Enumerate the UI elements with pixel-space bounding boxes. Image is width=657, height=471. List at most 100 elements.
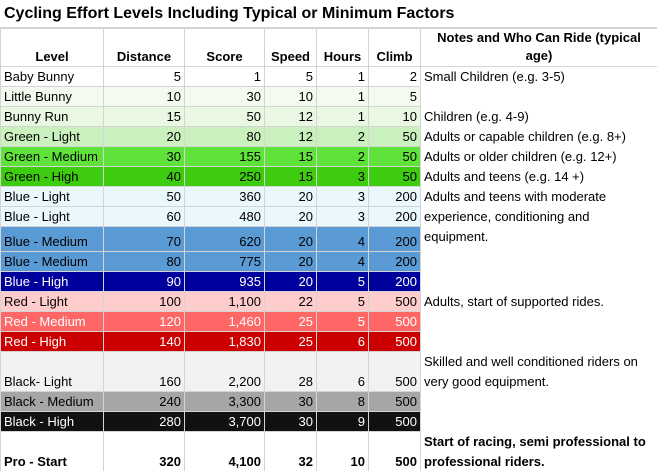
- notes-cell: Adults or capable children (e.g. 8+): [420, 126, 657, 147]
- level-cell: Blue - High: [0, 271, 104, 292]
- level-cell: Blue - Light: [0, 186, 104, 207]
- score-cell: 360: [184, 186, 265, 207]
- climb-cell: 200: [368, 186, 421, 207]
- distance-cell: 320: [103, 431, 185, 471]
- column-header: Climb: [368, 28, 421, 67]
- table-row: Green - High 40 250 15 3 50 Adults and teens (…: [0, 166, 657, 187]
- notes-text: Small Children (e.g. 3-5): [424, 69, 565, 84]
- climb-cell: 200: [368, 206, 421, 227]
- table-row: Black - Medium 240 3,300 30 8 500: [0, 391, 657, 412]
- table-row: Bunny Run 15 50 12 1 10 Children (e.g. 4-9): [0, 106, 657, 127]
- column-header: Level: [0, 28, 104, 67]
- notes-text: Adults, start of supported rides.: [424, 293, 604, 309]
- score-cell: 1,100: [184, 291, 265, 312]
- notes-text: Children (e.g. 4-9): [424, 108, 529, 124]
- table-row: Black - High 280 3,700 30 9 500: [0, 411, 657, 432]
- notes-cell: [420, 391, 657, 412]
- climb-cell: 500: [368, 391, 421, 412]
- hours-cell: 1: [316, 86, 369, 107]
- climb-cell: 200: [368, 226, 421, 252]
- level-cell: Pro - Start: [0, 431, 104, 471]
- climb-cell: 500: [368, 431, 421, 471]
- score-cell: 4,100: [184, 431, 265, 471]
- distance-cell: 120: [103, 311, 185, 332]
- notes-cell: Skilled and well conditioned riders on v…: [420, 351, 657, 392]
- level-cell: Red - Medium: [0, 311, 104, 332]
- column-header: Speed: [264, 28, 317, 67]
- climb-cell: 50: [368, 166, 421, 187]
- notes-cell: Adults and teens (e.g. 14 +): [420, 166, 657, 187]
- hours-cell: 3: [316, 186, 369, 207]
- level-cell: Little Bunny: [0, 86, 104, 107]
- climb-cell: 50: [368, 146, 421, 167]
- climb-cell: 500: [368, 351, 421, 392]
- table-row: Little Bunny 10 30 10 1 5: [0, 86, 657, 107]
- score-cell: 2,200: [184, 351, 265, 392]
- speed-cell: 15: [264, 166, 317, 187]
- distance-cell: 60: [103, 206, 185, 227]
- hours-cell: 4: [316, 226, 369, 252]
- notes-text: Adults and teens (e.g. 14 +): [424, 168, 585, 184]
- climb-cell: 10: [368, 106, 421, 127]
- speed-cell: 12: [264, 126, 317, 147]
- climb-cell: 200: [368, 251, 421, 272]
- table-row: Blue - Medium 80 775 20 4 200: [0, 251, 657, 272]
- speed-cell: 12: [264, 106, 317, 127]
- distance-cell: 140: [103, 331, 185, 352]
- hours-cell: 6: [316, 331, 369, 352]
- speed-cell: 25: [264, 311, 317, 332]
- score-cell: 30: [184, 86, 265, 107]
- distance-cell: 100: [103, 291, 185, 312]
- score-cell: 480: [184, 206, 265, 227]
- notes-cell: [420, 331, 657, 352]
- table-row: Black- Light 160 2,200 28 6 500 Skilled and we…: [0, 351, 657, 392]
- distance-cell: 10: [103, 86, 185, 107]
- level-cell: Green - Light: [0, 126, 104, 147]
- speed-cell: 5: [264, 66, 317, 87]
- speed-cell: 20: [264, 251, 317, 272]
- distance-cell: 50: [103, 186, 185, 207]
- climb-cell: 50: [368, 126, 421, 147]
- notes-text: Adults or older children (e.g. 12+): [424, 148, 617, 164]
- sheet-title: Cycling Effort Levels Including Typical …: [0, 0, 657, 28]
- score-cell: 1: [184, 66, 265, 87]
- hours-cell: 5: [316, 291, 369, 312]
- speed-cell: 20: [264, 186, 317, 207]
- level-cell: Red - High: [0, 331, 104, 352]
- column-header: Distance: [103, 28, 185, 67]
- distance-cell: 160: [103, 351, 185, 392]
- score-cell: 80: [184, 126, 265, 147]
- level-cell: Green - Medium: [0, 146, 104, 167]
- speed-cell: 22: [264, 291, 317, 312]
- distance-cell: 240: [103, 391, 185, 412]
- climb-cell: 500: [368, 311, 421, 332]
- notes-text: Start of racing, semi professional to pr…: [424, 433, 646, 469]
- level-cell: Black - High: [0, 411, 104, 432]
- climb-cell: 500: [368, 291, 421, 312]
- distance-cell: 40: [103, 166, 185, 187]
- speed-cell: 10: [264, 86, 317, 107]
- hours-cell: 3: [316, 166, 369, 187]
- score-cell: 250: [184, 166, 265, 187]
- table-row: Pro - Start 320 4,100 32 10 500 Start of racin…: [0, 431, 657, 471]
- hours-cell: 1: [316, 66, 369, 87]
- notes-cell: [420, 226, 657, 252]
- table-row: Blue - High 90 935 20 5 200: [0, 271, 657, 292]
- table-row: Blue - Light 50 360 20 3 200 Adults and teens …: [0, 186, 657, 244]
- climb-cell: 500: [368, 331, 421, 352]
- table-row: Green - Light 20 80 12 2 50 Adults or capable …: [0, 126, 657, 147]
- notes-cell: [420, 271, 657, 292]
- notes-cell: Small Children (e.g. 3-5): [420, 66, 657, 87]
- hours-cell: 2: [316, 126, 369, 147]
- score-cell: 50: [184, 106, 265, 127]
- distance-cell: 30: [103, 146, 185, 167]
- distance-cell: 5: [103, 66, 185, 87]
- table-row: Blue - Medium 70 620 20 4 200: [0, 226, 657, 252]
- header-row: Level Distance Score Speed Hours Climb Notes a…: [0, 28, 657, 67]
- table-row: Green - Medium 30 155 15 2 50 Adults or older …: [0, 146, 657, 167]
- distance-cell: 90: [103, 271, 185, 292]
- score-cell: 1,460: [184, 311, 265, 332]
- climb-cell: 200: [368, 271, 421, 292]
- level-cell: Baby Bunny: [0, 66, 104, 87]
